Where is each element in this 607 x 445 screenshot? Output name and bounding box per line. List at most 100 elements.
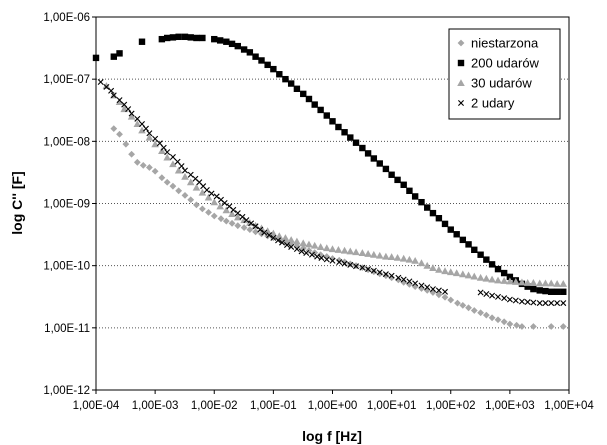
legend-box: [448, 28, 561, 120]
data-point: [388, 272, 395, 279]
data-point: [305, 95, 313, 103]
data-point: [387, 253, 396, 261]
data-point: [542, 300, 549, 307]
data-point: [322, 244, 331, 252]
data-point: [318, 254, 325, 261]
data-point: [169, 160, 177, 168]
data-point: [382, 165, 390, 173]
data-point: [169, 34, 177, 41]
data-point: [203, 186, 210, 193]
data-point: [506, 320, 514, 328]
data-point: [221, 199, 228, 206]
data-point: [359, 144, 366, 152]
x-tick-label: 1,00E+04: [544, 400, 594, 412]
series-4: [97, 79, 567, 307]
data-point: [233, 213, 242, 221]
data-point: [275, 237, 282, 244]
data-point: [535, 279, 544, 287]
legend-marker: [457, 79, 465, 87]
data-point: [418, 282, 425, 289]
data-point: [181, 33, 189, 41]
data-point: [358, 249, 367, 257]
data-point: [388, 171, 395, 178]
data-point: [411, 283, 419, 291]
data-point: [314, 253, 321, 260]
data-point: [340, 246, 349, 254]
data-point: [495, 293, 501, 300]
data-point: [512, 278, 520, 285]
data-point: [288, 243, 295, 250]
data-point: [400, 181, 407, 188]
data-point: [524, 283, 531, 290]
data-point: [138, 38, 146, 45]
data-point: [116, 50, 123, 57]
data-point: [125, 106, 132, 113]
data-point: [175, 187, 183, 195]
data-point: [228, 210, 236, 217]
data-point: [138, 126, 146, 134]
y-axis-ticks: 1,00E-06 1,00E-07 1,00E-08 1,00E-09 1,00E-10…: [43, 12, 96, 397]
data-point: [158, 147, 166, 155]
data-point: [163, 153, 171, 161]
data-point: [216, 37, 224, 44]
series-1: [110, 125, 567, 330]
data-point: [459, 236, 467, 244]
data-point: [169, 182, 177, 190]
data-point: [269, 229, 278, 237]
data-point: [488, 314, 496, 322]
data-point: [470, 307, 478, 314]
data-point: [264, 61, 271, 69]
data-point: [465, 304, 472, 312]
data-point: [512, 297, 519, 304]
data-point: [329, 118, 336, 125]
data-point: [382, 271, 389, 278]
data-point: [287, 80, 295, 87]
data-point: [353, 263, 360, 270]
data-point: [506, 277, 514, 285]
data-point: [376, 270, 384, 278]
x-axis-title: log f [Hz]: [302, 428, 362, 444]
data-point: [252, 228, 259, 236]
series-layer: [92, 33, 568, 330]
data-point: [293, 237, 301, 245]
data-point: [406, 187, 413, 195]
legend-label: niestarzona: [471, 36, 539, 51]
legend-label: 30 udarów: [471, 76, 532, 91]
data-point: [317, 106, 324, 114]
data-point: [122, 140, 130, 148]
data-point: [547, 323, 555, 330]
data-point: [536, 287, 543, 294]
data-point: [198, 188, 207, 196]
data-point: [477, 289, 484, 296]
data-point: [560, 288, 567, 295]
x-tick-label: 1,00E+00: [308, 400, 358, 412]
legend-marker: [457, 39, 465, 47]
data-point: [370, 268, 378, 276]
data-point: [412, 280, 419, 287]
y-tick-label: 1,00E-10: [43, 261, 90, 273]
data-point: [488, 275, 496, 283]
data-point: [311, 101, 318, 108]
data-point: [423, 261, 432, 269]
data-point: [222, 206, 231, 214]
data-point: [359, 264, 366, 271]
data-point: [494, 265, 502, 273]
data-point: [394, 176, 401, 184]
data-point: [506, 273, 514, 281]
data-point: [187, 34, 194, 41]
data-point: [187, 171, 194, 178]
x-tick-label: 1,00E+02: [426, 400, 476, 412]
data-point: [279, 239, 286, 246]
data-point: [240, 46, 248, 53]
data-point: [393, 253, 402, 261]
data-point: [208, 190, 215, 197]
x-tick-label: 1,00E+01: [367, 400, 417, 412]
data-point: [92, 54, 100, 62]
data-point: [553, 280, 561, 287]
data-point: [310, 241, 319, 249]
data-point: [435, 287, 442, 294]
data-point: [300, 90, 307, 98]
data-point: [447, 296, 455, 304]
data-point: [424, 284, 431, 291]
y-axis-title: log C'' [F]: [9, 171, 25, 234]
